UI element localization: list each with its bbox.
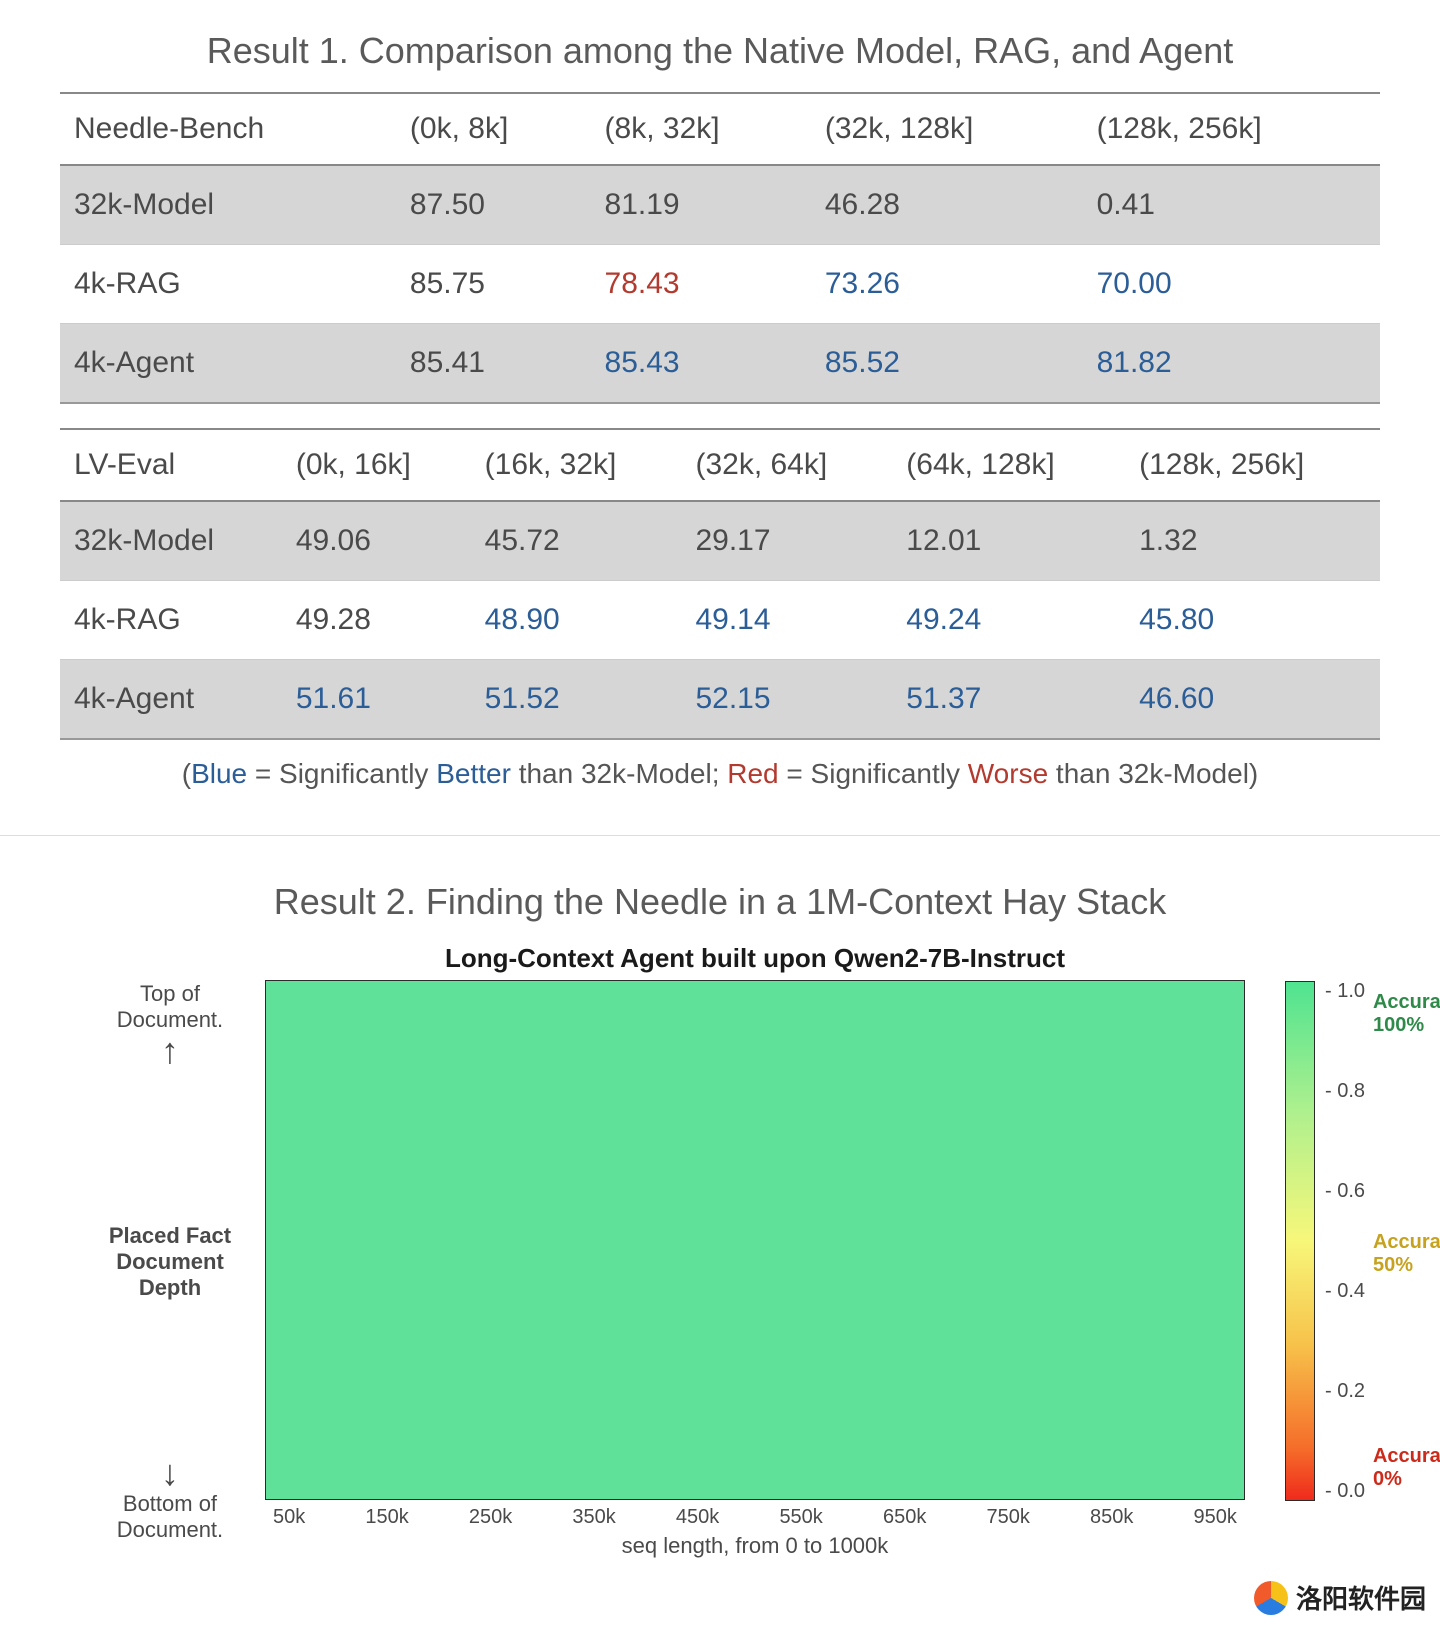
table-header-row: Needle-Bench(0k, 8k](8k, 32k](32k, 128k]… [60,93,1380,165]
cell-value: 70.00 [1083,245,1380,324]
y-axis-description: Top ofDocument. ↑ Placed FactDocumentDep… [75,943,265,1559]
column-header: (0k, 16k] [282,429,471,501]
colorbar-tick: - 0.0 [1325,1481,1365,1501]
heatmap-area [265,980,1245,1500]
table-row: 4k-Agent85.4185.4385.5281.82 [60,324,1380,404]
cell-value: 49.28 [282,581,471,660]
row-label: 4k-Agent [60,324,396,404]
y-top-label: Top ofDocument. [117,981,223,1033]
row-label: 4k-RAG [60,581,282,660]
column-header: (0k, 8k] [396,93,591,165]
cell-value: 78.43 [591,245,811,324]
cell-value: 46.28 [811,165,1083,245]
cell-value: 85.52 [811,324,1083,404]
lveval-table: LV-Eval(0k, 16k](16k, 32k](32k, 64k](64k… [60,428,1380,740]
row-label: 4k-RAG [60,245,396,324]
colorbar-tick: - 0.2 [1325,1381,1365,1401]
column-header: (32k, 128k] [811,93,1083,165]
cell-value: 85.75 [396,245,591,324]
row-label: 4k-Agent [60,660,282,740]
table-header-row: LV-Eval(0k, 16k](16k, 32k](32k, 64k](64k… [60,429,1380,501]
colorbar-ticks: Accuracy100% Accuracy50% Accuracy0% - 1.… [1325,981,1365,1501]
legend-red: Red [727,758,778,789]
legend-blue: Blue [191,758,247,789]
arrow-up-icon: ↑ [117,1033,223,1069]
color-legend: (Blue = Significantly Better than 32k-Mo… [60,758,1380,790]
table-row: 32k-Model49.0645.7229.1712.011.32 [60,501,1380,581]
needle-heatmap-chart: Top ofDocument. ↑ Placed FactDocumentDep… [60,943,1380,1559]
table-row: 32k-Model87.5081.1946.280.41 [60,165,1380,245]
column-header: (128k, 256k] [1083,93,1380,165]
cell-value: 85.43 [591,324,811,404]
x-tick: 450k [676,1506,719,1529]
watermark-icon [1254,1581,1288,1615]
cell-value: 12.01 [892,501,1125,581]
result2-title: Result 2. Finding the Needle in a 1M-Con… [60,881,1380,923]
colorbar-tick: - 1.0 [1325,981,1365,1001]
table-row: 4k-RAG85.7578.4373.2670.00 [60,245,1380,324]
cell-value: 48.90 [471,581,682,660]
arrow-down-icon: ↓ [117,1455,223,1491]
colorbar-ann-100: Accuracy100% [1373,991,1440,1037]
table-row: 4k-RAG49.2848.9049.1449.2445.80 [60,581,1380,660]
section-divider [0,835,1440,836]
cell-value: 51.37 [892,660,1125,740]
cell-value: 81.19 [591,165,811,245]
column-header: (128k, 256k] [1125,429,1380,501]
column-header: (16k, 32k] [471,429,682,501]
cell-value: 81.82 [1083,324,1380,404]
x-tick: 50k [273,1506,305,1529]
column-header: LV-Eval [60,429,282,501]
cell-value: 49.24 [892,581,1125,660]
x-tick: 950k [1194,1506,1237,1529]
x-tick: 250k [469,1506,512,1529]
cell-value: 85.41 [396,324,591,404]
column-header: Needle-Bench [60,93,396,165]
row-label: 32k-Model [60,501,282,581]
cell-value: 87.50 [396,165,591,245]
y-bottom-label: Bottom ofDocument. [117,1491,223,1543]
x-tick: 350k [572,1506,615,1529]
cell-value: 1.32 [1125,501,1380,581]
row-label: 32k-Model [60,165,396,245]
x-tick: 850k [1090,1506,1133,1529]
x-ticks: 50k 150k 250k 350k 450k 550k 650k 750k 850k 950k [265,1506,1245,1529]
cell-value: 45.80 [1125,581,1380,660]
cell-value: 46.60 [1125,660,1380,740]
column-header: (64k, 128k] [892,429,1125,501]
cell-value: 0.41 [1083,165,1380,245]
colorbar-tick: - 0.6 [1325,1181,1365,1201]
cell-value: 49.06 [282,501,471,581]
x-tick: 750k [986,1506,1029,1529]
result1-title: Result 1. Comparison among the Native Mo… [60,30,1380,72]
table-row: 4k-Agent51.6151.5252.1551.3746.60 [60,660,1380,740]
plot-title: Long-Context Agent built upon Qwen2-7B-I… [445,943,1065,974]
colorbar [1285,981,1315,1501]
colorbar-tick: - 0.4 [1325,1281,1365,1301]
needlebench-table: Needle-Bench(0k, 8k](8k, 32k](32k, 128k]… [60,92,1380,404]
cell-value: 51.52 [471,660,682,740]
x-tick: 550k [779,1506,822,1529]
column-header: (8k, 32k] [591,93,811,165]
colorbar-ann-0: Accuracy0% [1373,1445,1440,1491]
y-mid-label: Placed FactDocumentDepth [109,1223,231,1301]
cell-value: 73.26 [811,245,1083,324]
cell-value: 52.15 [681,660,892,740]
cell-value: 29.17 [681,501,892,581]
cell-value: 45.72 [471,501,682,581]
cell-value: 49.14 [681,581,892,660]
x-axis-label: seq length, from 0 to 1000k [622,1533,889,1559]
colorbar-tick: - 0.8 [1325,1081,1365,1101]
column-header: (32k, 64k] [681,429,892,501]
watermark: 洛阳软件园 [1254,1579,1426,1616]
x-tick: 650k [883,1506,926,1529]
watermark-text: 洛阳软件园 [1296,1579,1426,1616]
cell-value: 51.61 [282,660,471,740]
x-tick: 150k [365,1506,408,1529]
colorbar-ann-50: Accuracy50% [1373,1231,1440,1277]
